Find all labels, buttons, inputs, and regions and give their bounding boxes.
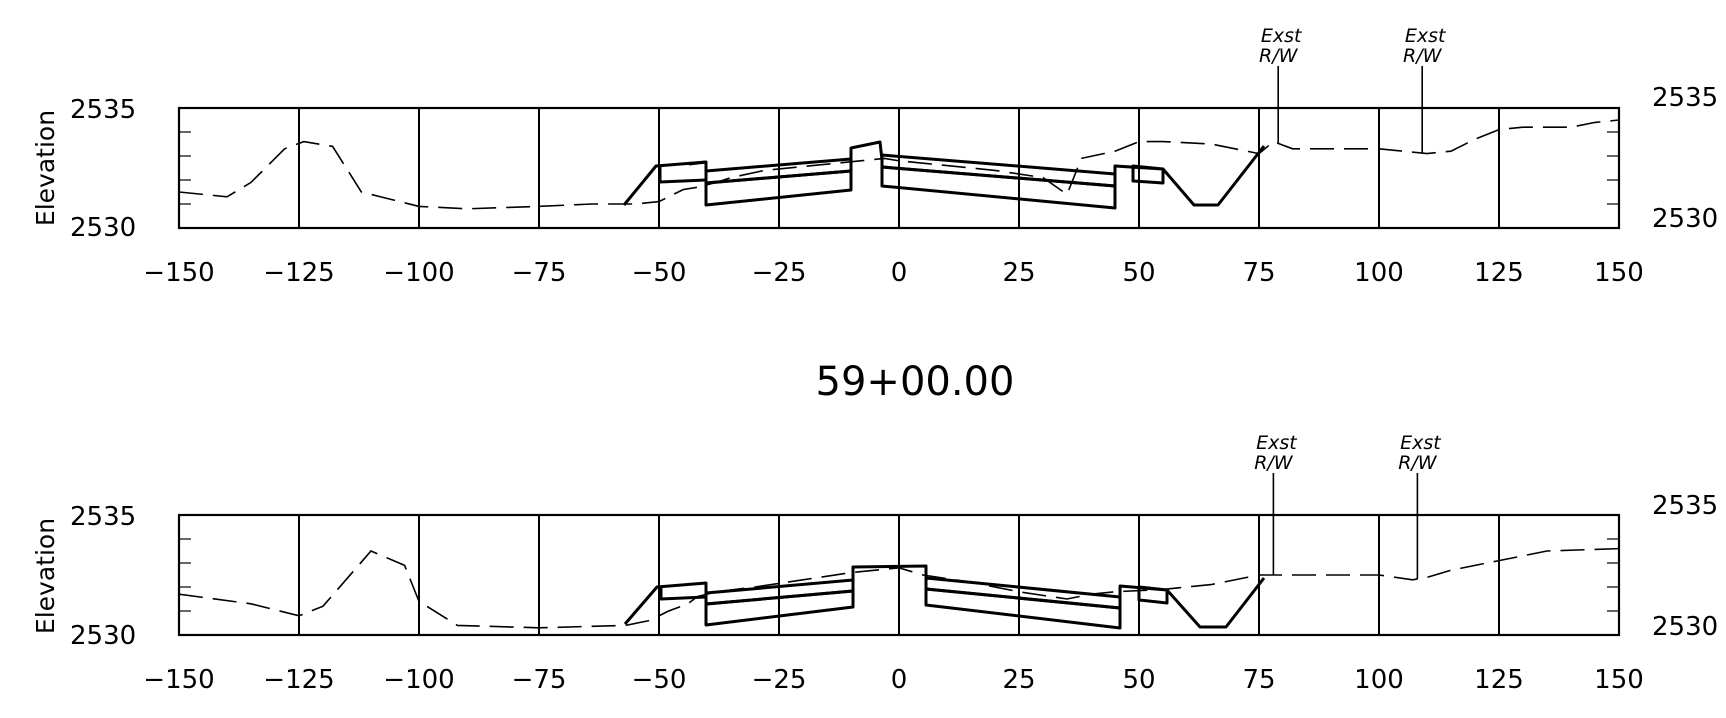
lower-rw-label-line2: R/W [1254, 452, 1294, 474]
upper-offset-tick-label: 25 [1002, 258, 1035, 288]
upper-offset-tick-label: −100 [383, 258, 454, 288]
upper-elevation-top-right: 2535 [1652, 83, 1718, 113]
lower-rw-label-line1: Exst [1256, 432, 1298, 454]
upper-left-curb [688, 160, 707, 166]
upper-left-base [704, 169, 853, 207]
upper-elevation-bottom-right: 2530 [1652, 204, 1718, 234]
upper-right-curb-ditch [1113, 145, 1266, 207]
lower-elevation-bottom-left: 2530 [70, 621, 136, 651]
lower-plot-frame [177, 513, 1621, 637]
station-label: 59+00.00 [816, 359, 1015, 405]
upper-rw-label-line2: R/W [1403, 45, 1443, 67]
lower-elevation-top-left: 2535 [70, 502, 136, 532]
lower-design-section [623, 564, 1266, 630]
lower-offset-tick-labels: −150 −125 −100 −75 −50 −25 0 25 50 75 100 125 150 [143, 665, 1644, 695]
upper-offset-tick-label: −125 [263, 258, 334, 288]
lower-rw-label-line1: Exst [1400, 432, 1442, 454]
lower-offset-tick-label: −100 [383, 665, 454, 695]
upper-plot-frame [177, 106, 1621, 230]
lower-offset-tick-label: 0 [891, 665, 908, 695]
upper-offset-tick-label: 0 [891, 258, 908, 288]
upper-offset-tick-label: 75 [1242, 258, 1275, 288]
lower-offset-tick-label: 50 [1122, 665, 1155, 695]
lower-elevation-axis-title: Elevation [31, 518, 60, 634]
lower-offset-tick-label: 125 [1474, 665, 1524, 695]
lower-offset-tick-label: −125 [263, 665, 334, 695]
upper-offset-tick-label: 125 [1474, 258, 1524, 288]
upper-offset-tick-label: 150 [1594, 258, 1644, 288]
upper-elevation-top-left: 2535 [70, 95, 136, 125]
lower-left-fill-slope [623, 581, 708, 625]
upper-offset-tick-label: −150 [143, 258, 214, 288]
lower-offset-tick-label: 100 [1354, 665, 1404, 695]
lower-elevation-bottom-right: 2530 [1652, 612, 1718, 642]
lower-right-base [924, 587, 1122, 630]
lower-elevation-top-right: 2535 [1652, 491, 1718, 521]
lower-offset-tick-label: 150 [1594, 665, 1644, 695]
upper-offset-tick-label: −50 [632, 258, 687, 288]
lower-offset-tick-label: −25 [752, 665, 807, 695]
lower-existing-ground-line [178, 547, 1620, 629]
upper-elevation-bottom-left: 2530 [70, 213, 136, 243]
upper-existing-ground-line [178, 119, 1620, 210]
lower-elevation-minor-ticks [179, 538, 1619, 612]
upper-right-base [880, 165, 1117, 210]
upper-elevation-minor-ticks [179, 131, 1619, 205]
lower-offset-tick-label: 75 [1242, 665, 1275, 695]
upper-rw-label-line1: Exst [1405, 25, 1447, 47]
lower-left-base [704, 589, 855, 627]
upper-design-section [622, 140, 1266, 210]
upper-offset-tick-label: 100 [1354, 258, 1404, 288]
upper-offset-tick-label: 50 [1122, 258, 1155, 288]
upper-offset-tick-label: −25 [752, 258, 807, 288]
lower-offset-tick-label: −150 [143, 665, 214, 695]
lower-vertical-gridlines [298, 515, 1500, 635]
upper-offset-tick-label: −75 [512, 258, 567, 288]
lower-offset-tick-label: 25 [1002, 665, 1035, 695]
upper-rw-label-line2: R/W [1259, 45, 1299, 67]
lower-right-curb-ditch [1118, 577, 1266, 629]
lower-rw-label-line2: R/W [1398, 452, 1438, 474]
upper-offset-tick-labels: −150 −125 −100 −75 −50 −25 0 25 50 75 100 125 150 [143, 258, 1644, 288]
upper-elevation-axis-title: Elevation [31, 110, 60, 226]
upper-rw-label-line1: Exst [1261, 25, 1303, 47]
upper-crown [849, 140, 884, 161]
lower-offset-tick-label: −75 [512, 665, 567, 695]
lower-offset-tick-label: −50 [632, 665, 687, 695]
